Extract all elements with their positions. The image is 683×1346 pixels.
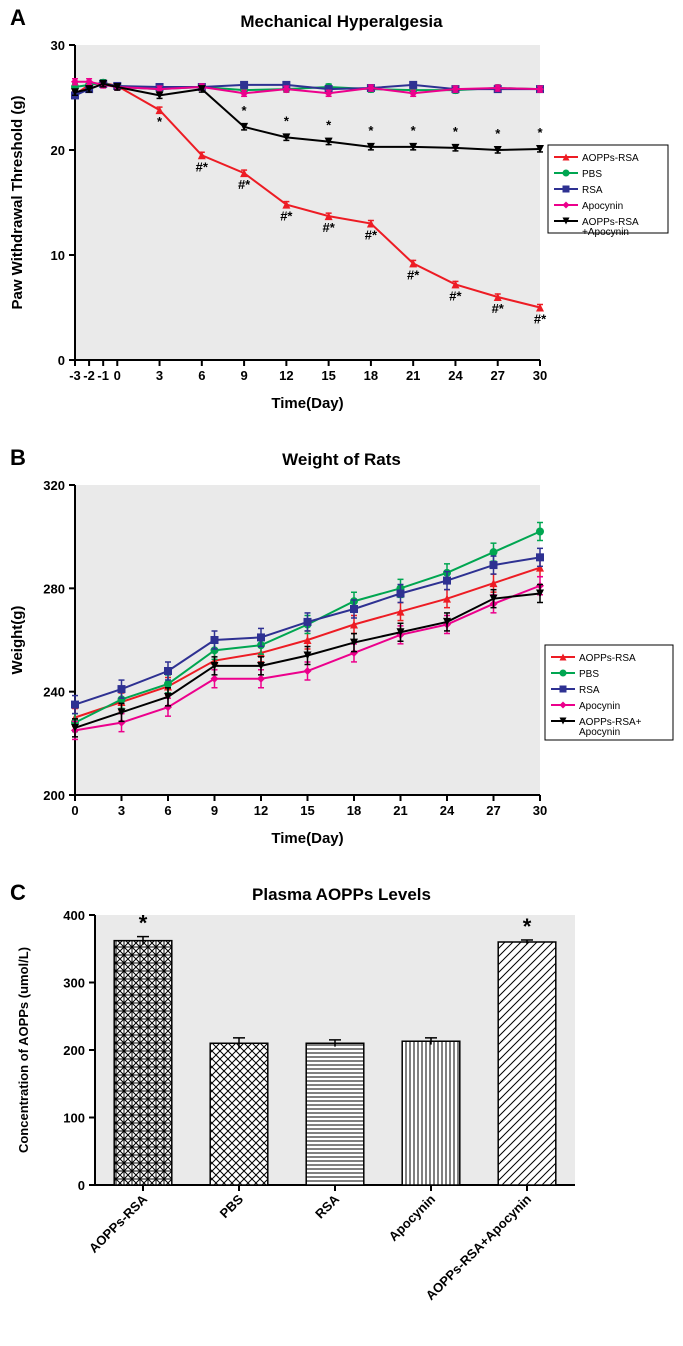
- svg-text:12: 12: [254, 803, 268, 818]
- svg-text:RSA: RSA: [312, 1191, 342, 1221]
- svg-text:21: 21: [406, 368, 420, 383]
- svg-text:15: 15: [300, 803, 314, 818]
- svg-text:24: 24: [448, 368, 463, 383]
- svg-text:-1: -1: [97, 368, 109, 383]
- svg-text:#*: #*: [238, 177, 251, 192]
- svg-text:RSA: RSA: [579, 685, 600, 696]
- svg-text:30: 30: [533, 368, 547, 383]
- svg-text:-3: -3: [69, 368, 81, 383]
- svg-text:20: 20: [51, 143, 65, 158]
- panel-a: A Mechanical Hyperalgesia 0102030-3-2-10…: [0, 0, 683, 440]
- svg-text:#*: #*: [196, 159, 209, 174]
- svg-text:#*: #*: [322, 220, 335, 235]
- svg-text:RSA: RSA: [582, 185, 603, 196]
- svg-text:18: 18: [364, 368, 378, 383]
- svg-text:30: 30: [51, 38, 65, 53]
- svg-text:400: 400: [63, 908, 85, 923]
- svg-text:*: *: [537, 125, 543, 140]
- svg-text:Apocynin: Apocynin: [386, 1191, 439, 1244]
- svg-text:Apocynin: Apocynin: [582, 201, 623, 212]
- svg-text:#*: #*: [365, 228, 378, 243]
- svg-text:+Apocynin: +Apocynin: [582, 227, 629, 238]
- svg-text:24: 24: [440, 803, 455, 818]
- chart-a-svg: 0 10 20 30 -3-2-1 0 3 6 9 12 15 18 21 24 27 30 Time(Day)…: [0, 15, 683, 440]
- svg-text:-2: -2: [83, 368, 95, 383]
- svg-text:27: 27: [486, 803, 500, 818]
- svg-text:*: *: [139, 911, 148, 936]
- svg-text:9: 9: [240, 368, 247, 383]
- svg-text:6: 6: [164, 803, 171, 818]
- svg-text:240: 240: [43, 685, 65, 700]
- svg-text:AOPPs-RSA: AOPPs-RSA: [579, 653, 636, 664]
- svg-text:PBS: PBS: [217, 1191, 247, 1221]
- svg-text:10: 10: [51, 248, 65, 263]
- panel-c: C Plasma AOPPs Levels 0100200300400Conce…: [0, 880, 683, 1346]
- svg-text:PBS: PBS: [579, 669, 599, 680]
- chart-c-svg: 0 100 200 300 400 Concentration of AOPPs (umo…: [0, 895, 683, 1345]
- svg-text:0: 0: [58, 353, 65, 368]
- svg-text:200: 200: [63, 1043, 85, 1058]
- svg-text:*: *: [523, 914, 532, 939]
- svg-text:0: 0: [71, 803, 78, 818]
- svg-text:Time(Day): Time(Day): [271, 830, 343, 847]
- panel-b: B Weight of Rats 20024028032003691215182…: [0, 445, 683, 875]
- svg-text:#*: #*: [280, 209, 293, 224]
- svg-text:AOPPs-RSA+Apocynin: AOPPs-RSA+Apocynin: [423, 1191, 535, 1303]
- svg-text:30: 30: [533, 803, 547, 818]
- svg-text:3: 3: [156, 368, 163, 383]
- svg-text:Weight(g): Weight(g): [9, 606, 26, 675]
- svg-text:#*: #*: [492, 301, 505, 316]
- svg-text:Apocynin: Apocynin: [579, 727, 620, 738]
- svg-text:Concentration of AOPPs (umol/L: Concentration of AOPPs (umol/L): [16, 947, 31, 1153]
- svg-text:280: 280: [43, 581, 65, 596]
- svg-text:100: 100: [63, 1111, 85, 1126]
- svg-text:27: 27: [490, 368, 504, 383]
- svg-text:300: 300: [63, 976, 85, 991]
- svg-text:3: 3: [118, 803, 125, 818]
- svg-text:#*: #*: [449, 288, 462, 303]
- svg-text:18: 18: [347, 803, 361, 818]
- svg-text:#*: #*: [534, 312, 547, 327]
- svg-text:12: 12: [279, 368, 293, 383]
- svg-text:200: 200: [43, 788, 65, 803]
- svg-text:320: 320: [43, 478, 65, 493]
- chart-b-svg: 200 240 280 320 0 3 6 9 12 15 18 21 24 27 30 Time(Day) W…: [0, 460, 683, 875]
- svg-text:Time(Day): Time(Day): [271, 395, 343, 412]
- svg-text:Paw Withdrawal Threshold (g): Paw Withdrawal Threshold (g): [9, 95, 26, 309]
- svg-text:6: 6: [198, 368, 205, 383]
- svg-text:AOPPs-RSA: AOPPs-RSA: [86, 1191, 151, 1256]
- svg-text:PBS: PBS: [582, 169, 602, 180]
- svg-text:0: 0: [78, 1178, 85, 1193]
- svg-text:0: 0: [114, 368, 121, 383]
- svg-text:9: 9: [211, 803, 218, 818]
- svg-text:21: 21: [393, 803, 407, 818]
- svg-text:15: 15: [321, 368, 335, 383]
- svg-text:AOPPs-RSA: AOPPs-RSA: [582, 153, 639, 164]
- svg-text:#*: #*: [407, 267, 420, 282]
- svg-text:Apocynin: Apocynin: [579, 701, 620, 712]
